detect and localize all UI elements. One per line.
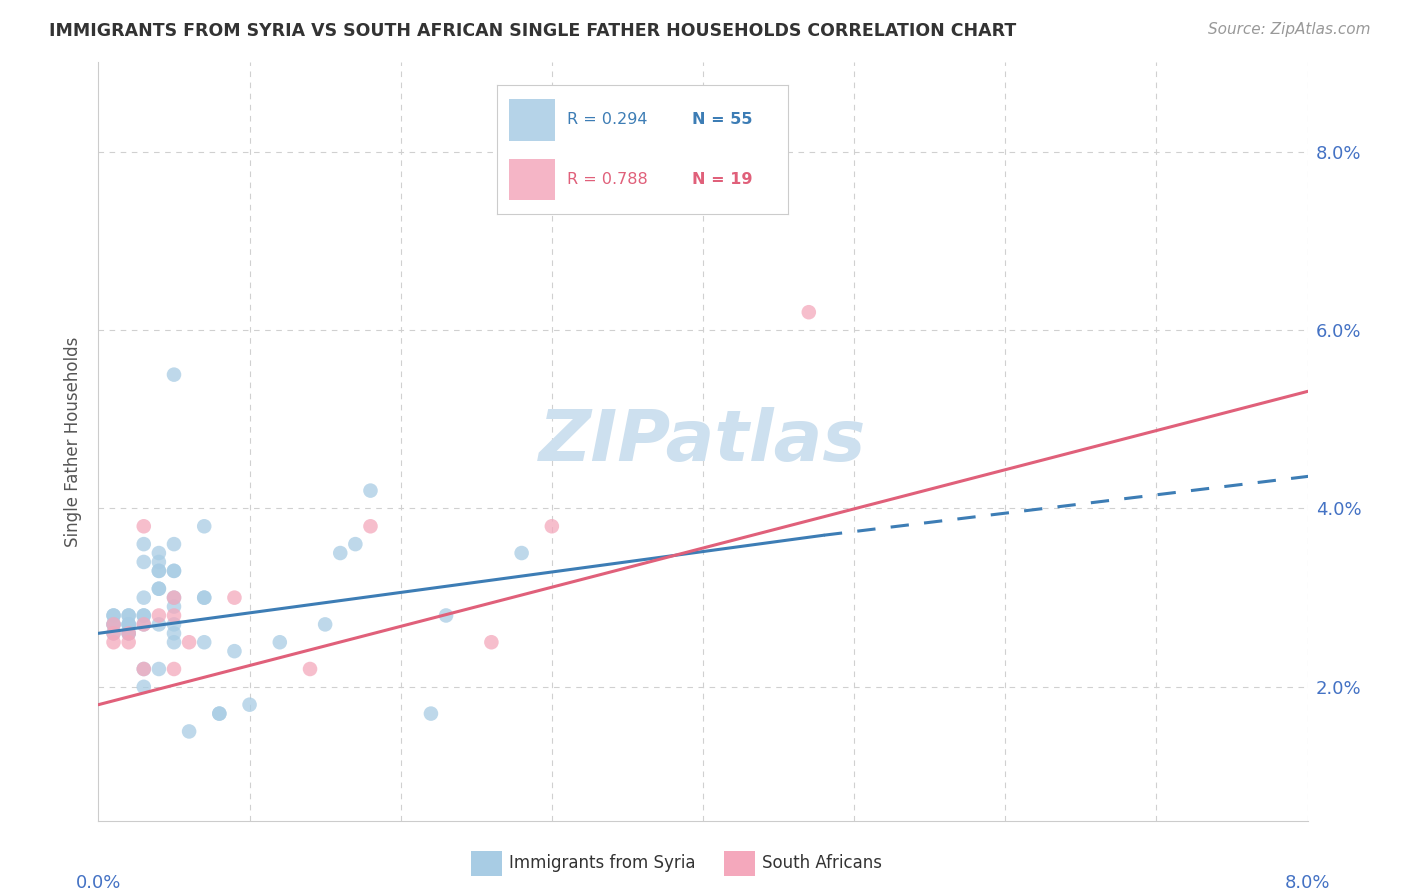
Point [163,564,186,578]
Point [692,127,714,141]
Point [103,635,125,649]
Point [163,564,186,578]
Point [344,537,367,551]
Point [224,591,246,605]
Point [434,608,457,623]
Point [179,635,201,649]
Text: IMMIGRANTS FROM SYRIA VS SOUTH AFRICAN SINGLE FATHER HOUSEHOLDS CORRELATION CHAR: IMMIGRANTS FROM SYRIA VS SOUTH AFRICAN S… [49,22,1017,40]
Point [163,617,186,632]
Point [132,519,155,533]
Point [103,626,125,640]
Text: Source: ZipAtlas.com: Source: ZipAtlas.com [1208,22,1371,37]
Point [148,564,170,578]
Y-axis label: Single Father Households: Single Father Households [65,336,83,547]
Point [163,599,186,614]
Point [118,626,141,640]
Point [103,617,125,632]
Point [148,546,170,560]
Point [132,608,155,623]
Point [299,662,322,676]
Point [163,368,186,382]
Point [118,617,141,632]
Point [510,546,533,560]
Point [118,626,141,640]
Point [540,519,562,533]
Point [132,680,155,694]
Point [103,617,125,632]
Point [193,519,215,533]
Point [132,537,155,551]
Point [269,635,291,649]
Point [163,591,186,605]
Point [163,591,186,605]
Point [193,591,215,605]
Point [193,591,215,605]
Point [103,608,125,623]
Text: South Africans: South Africans [762,855,882,872]
Point [148,617,170,632]
Point [103,608,125,623]
Point [314,617,336,632]
Point [118,617,141,632]
Point [132,608,155,623]
Point [103,617,125,632]
Point [193,635,215,649]
Point [163,662,186,676]
Point [148,564,170,578]
Point [179,724,201,739]
Point [118,608,141,623]
Point [360,519,382,533]
Point [224,644,246,658]
Point [360,483,382,498]
Point [148,582,170,596]
Point [118,608,141,623]
Point [103,626,125,640]
Point [239,698,262,712]
Text: 8.0%: 8.0% [1285,874,1330,892]
Text: Immigrants from Syria: Immigrants from Syria [509,855,696,872]
Point [132,555,155,569]
Point [132,662,155,676]
Point [163,635,186,649]
Point [208,706,231,721]
Point [148,662,170,676]
Point [420,706,443,721]
Text: ZIPatlas: ZIPatlas [540,407,866,476]
Point [163,537,186,551]
Point [208,706,231,721]
Point [148,608,170,623]
Point [132,617,155,632]
Point [163,608,186,623]
Point [118,626,141,640]
Point [118,635,141,649]
Point [132,662,155,676]
Text: 0.0%: 0.0% [76,874,121,892]
Point [148,555,170,569]
Point [163,626,186,640]
Point [132,617,155,632]
Point [329,546,352,560]
Point [481,635,503,649]
Point [797,305,820,319]
Point [132,591,155,605]
Point [148,582,170,596]
Point [118,617,141,632]
